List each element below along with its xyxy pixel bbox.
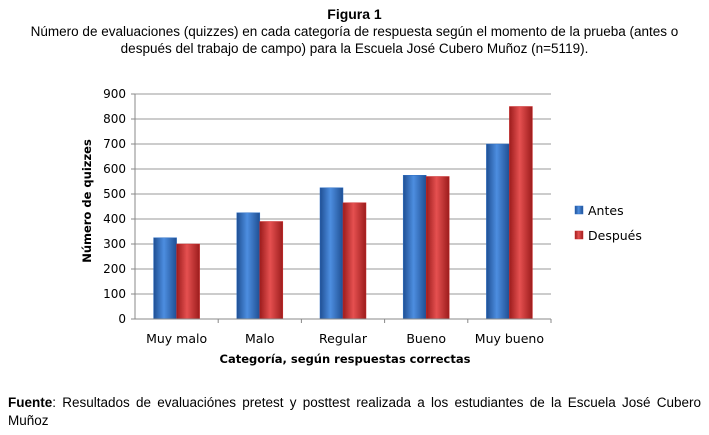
- bar-antes-4: [402, 175, 427, 320]
- x-tick-label: Bueno: [406, 331, 446, 346]
- legend-label-1: Antes: [588, 203, 624, 218]
- bar-despu-s-5: [509, 106, 533, 320]
- y-axis-label: Número de quizzes: [80, 139, 94, 263]
- legend: Antes Después: [574, 203, 642, 243]
- bar-despu-s-2: [259, 221, 284, 320]
- legend-swatch-2: [574, 230, 584, 240]
- bar-antes-1: [153, 237, 177, 320]
- source-note: Fuente: Resultados de evaluaciónes prete…: [8, 394, 701, 430]
- bar-antes-2: [236, 212, 261, 320]
- bar-antes-3: [319, 187, 344, 320]
- y-tick-label: 400: [103, 212, 126, 226]
- figure-label: Figura 1: [327, 6, 382, 22]
- x-tick-label: Regular: [319, 331, 368, 346]
- legend-swatch-1: [574, 205, 584, 215]
- y-tick-label: 0: [118, 312, 126, 326]
- x-tick-label: Malo: [245, 331, 275, 346]
- bar-despu-s-1: [176, 243, 200, 320]
- x-axis-label: Categoría, según respuestas correctas: [220, 352, 471, 366]
- figure-caption: Número de evaluaciones (quizzes) en cada…: [30, 24, 679, 56]
- x-tick-label: Muy malo: [146, 331, 207, 346]
- legend-label-2: Después: [588, 228, 642, 243]
- y-tick-label: 200: [103, 262, 126, 276]
- y-tick-label: 300: [103, 237, 126, 251]
- y-tick-label: 100: [103, 287, 126, 301]
- x-tick-label: Muy bueno: [475, 331, 544, 346]
- x-tick-labels: Muy malo Malo Regular Bueno Muy bueno: [146, 319, 552, 346]
- bar-antes-5: [486, 143, 510, 320]
- source-label: Fuente: [8, 395, 53, 410]
- bar-despu-s-4: [425, 176, 450, 320]
- bar-chart: 0 100 200 300 400 500 600 700 800 900 Muy malo Mal…: [80, 87, 642, 366]
- y-tick-label: 800: [103, 112, 126, 126]
- y-tick-label: 600: [103, 162, 126, 176]
- source-text: : Resultados de evaluaciónes pretest y p…: [8, 395, 701, 428]
- y-tick-label: 900: [103, 87, 126, 101]
- bar-despu-s-3: [342, 202, 367, 320]
- y-tick-labels: 0 100 200 300 400 500 600 700 800 900: [103, 87, 135, 326]
- y-tick-label: 700: [103, 137, 126, 151]
- bars: [153, 106, 533, 320]
- y-tick-label: 500: [103, 187, 126, 201]
